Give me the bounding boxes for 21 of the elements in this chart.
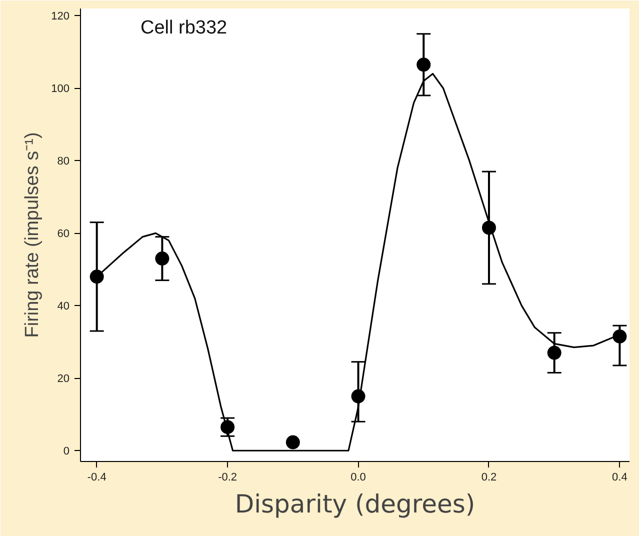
point bbox=[612, 329, 627, 344]
point bbox=[155, 252, 170, 266]
x-tick-label: 0.2 bbox=[481, 472, 497, 484]
y-tick-label: 40 bbox=[57, 300, 70, 313]
point bbox=[286, 435, 300, 450]
y-tick-label: 20 bbox=[57, 373, 70, 386]
x-tick-label: 0.0 bbox=[350, 472, 366, 484]
x-tick-label: 0.4 bbox=[612, 472, 628, 484]
x-tick-label: -0.4 bbox=[87, 472, 106, 484]
point bbox=[416, 58, 431, 72]
y-tick-label: 60 bbox=[57, 228, 70, 240]
x-axis-title: Disparity (degrees) bbox=[234, 490, 476, 518]
point bbox=[547, 346, 562, 360]
y-axis-title: Firing rate (impulses s⁻¹) bbox=[22, 132, 44, 338]
y-tick-label: 120 bbox=[51, 10, 70, 23]
y-tick-label: 0 bbox=[63, 446, 70, 458]
y-tick-label: 100 bbox=[51, 83, 70, 96]
x-tick-label: -0.2 bbox=[218, 472, 238, 484]
y-tick-label: 80 bbox=[57, 156, 70, 168]
text: Cell rb332 bbox=[140, 18, 228, 38]
point bbox=[90, 270, 104, 284]
